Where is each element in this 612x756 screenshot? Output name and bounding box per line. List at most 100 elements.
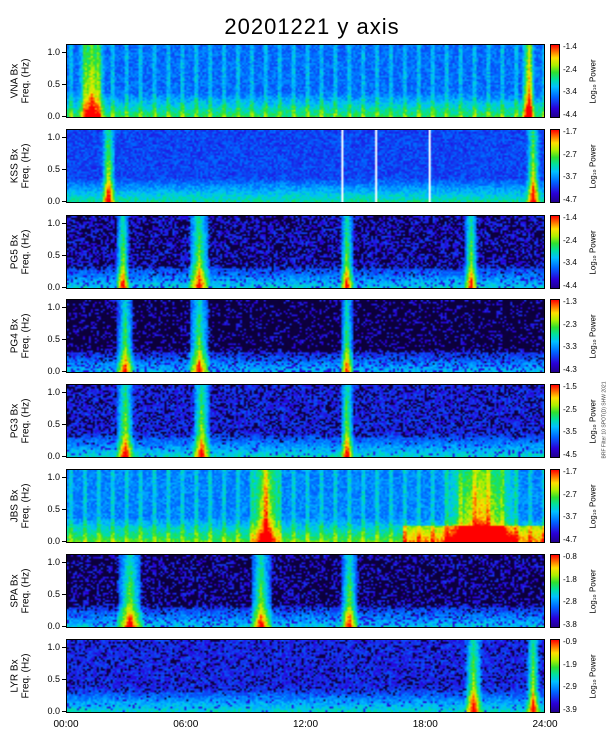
y-tick-mark [62,646,66,648]
spectrogram-canvas [67,45,544,117]
colorbar-tick-label: -0.8 [563,552,577,561]
colorbar-label-text: Log₁₀ Power [588,398,598,444]
colorbar-tick-label: -1.4 [563,213,577,222]
y-axis-label: LYR Bx Freq. (Hz) [0,639,40,713]
side-note: BRF Filter 10 SPOT(D) SHW 2021 [598,320,610,520]
y-axis-label-text: SPA Bx Freq. (Hz) [9,569,31,614]
freq-label: Freq. (Hz) [20,229,31,275]
colorbar-tick-label: -2.7 [563,149,577,159]
y-tick-label: 0.0 [47,536,60,546]
colorbar-tick-label: -4.3 [563,365,577,374]
y-axis-label: PG3 Bx Freq. (Hz) [0,384,40,458]
y-tick-mark [62,254,66,256]
y-axis-label-text: PG5 Bx Freq. (Hz) [9,230,31,275]
station-label: SPA Bx [9,574,20,608]
colorbar-label-text: Log₁₀ Power [588,143,598,189]
colorbar-tick-label: -3.5 [563,427,577,437]
y-tick-mark [62,83,66,85]
spectrogram [66,384,545,458]
y-tick-label: 0.5 [47,673,60,684]
spectrogram-canvas [67,555,544,627]
y-tick-label: 0.0 [47,111,60,121]
colorbar-tick-label: -3.7 [563,172,577,182]
y-tick-label: 1.0 [47,217,60,228]
station-label: PG4 Bx [9,318,20,354]
x-tick-label: 24:00 [532,719,558,730]
colorbar-tick-label: -1.7 [563,467,577,476]
y-tick-mark [62,593,66,595]
y-tick-mark [62,201,66,202]
y-tick-mark [62,456,66,457]
chart-title: 20201221 y axis [224,14,400,39]
colorbar-tick-label: -3.9 [563,705,577,714]
y-axis-label-text: VNA Bx Freq. (Hz) [9,59,31,104]
panel-jbs-bx: JBS Bx Freq. (Hz) 0.0 0.5 1.0 -1.7 -2.7 -3.7 -4.… [0,467,612,546]
freq-label: Freq. (Hz) [20,653,31,699]
colorbar-tick-label: -2.4 [563,64,577,74]
colorbar-tick-label: -1.8 [563,574,577,584]
freq-label: Freq. (Hz) [20,143,31,189]
y-tick-mark [62,541,66,542]
freq-label: Freq. (Hz) [20,398,31,444]
y-axis-label: VNA Bx Freq. (Hz) [0,44,40,118]
colorbar [550,44,560,118]
colorbar-tick-label: -1.3 [563,297,577,306]
y-tick-label: 0.5 [47,418,60,429]
y-tick-label: 1.0 [47,386,60,397]
y-tick-label: 1.0 [47,556,60,567]
y-axis-label: SPA Bx Freq. (Hz) [0,554,40,628]
x-tick-label: 00:00 [53,719,79,730]
y-tick-label: 0.5 [47,588,60,599]
y-tick-mark [62,678,66,680]
spectrogram-canvas [67,470,544,542]
y-tick-mark [62,51,66,53]
colorbar-tick-label: -4.4 [563,281,577,290]
y-tick-label: 0.5 [47,249,60,260]
x-tick-label: 06:00 [173,719,199,730]
colorbar [550,215,560,289]
colorbar-label: Log₁₀ Power [586,44,600,118]
y-tick-mark [62,136,66,138]
colorbar-tick-label: -1.9 [563,659,577,669]
station-label: JBS Bx [9,489,20,523]
y-tick-label: 1.0 [47,641,60,652]
colorbar-tick-label: -0.9 [563,637,577,646]
colorbar-label-text: Log₁₀ Power [588,653,598,699]
colorbar-label: Log₁₀ Power [586,129,600,203]
y-tick-label: 0.0 [47,621,60,631]
y-axis-label: PG5 Bx Freq. (Hz) [0,215,40,289]
panel-pg3-bx: PG3 Bx Freq. (Hz) 0.0 0.5 1.0 -1.5 -2.5 -3.5 -4.… [0,383,612,461]
panel-vna-bx: VNA Bx Freq. (Hz) 0.0 0.5 1.0 -1.4 -2.4 -3.4 -4.… [0,42,612,121]
colorbar-tick-label: -4.4 [563,110,577,119]
x-tick-label: 12:00 [292,719,319,730]
spectrogram-canvas [67,130,544,202]
colorbar-tick-label: -1.4 [563,42,577,51]
colorbar-label-text: Log₁₀ Power [588,568,598,614]
y-tick-mark [62,508,66,510]
y-tick-label: 1.0 [47,46,60,57]
colorbar-tick-label: -3.4 [563,258,577,268]
station-label: KSS Bx [9,148,20,184]
spectrogram [66,554,545,628]
panel-kss-bx: KSS Bx Freq. (Hz) 0.0 0.5 1.0 -1.7 -2.7 -3.7 -4.… [0,127,612,206]
y-axis-label: KSS Bx Freq. (Hz) [0,129,40,203]
spectrogram-canvas [67,640,544,712]
colorbar-tick-label: -1.7 [563,127,577,136]
spectrogram-canvas [67,385,544,457]
colorbar-tick-label: -4.5 [563,450,577,459]
colorbar [550,469,560,543]
colorbar-tick-label: -2.7 [563,489,577,499]
freq-label: Freq. (Hz) [20,58,31,104]
colorbar-label: Log₁₀ Power [586,554,600,628]
y-tick-mark [62,306,66,308]
colorbar-tick-label: -4.7 [563,535,577,544]
spectrogram-canvas [67,300,544,372]
colorbar-label-text: Log₁₀ Power [588,483,598,529]
colorbar-label-text: Log₁₀ Power [588,58,598,104]
colorbar [550,554,560,628]
spectrogram [66,215,545,289]
station-label: LYR Bx [9,659,20,693]
station-label: PG5 Bx [9,234,20,270]
y-tick-mark [62,476,66,478]
colorbar-tick-label: -4.7 [563,195,577,204]
